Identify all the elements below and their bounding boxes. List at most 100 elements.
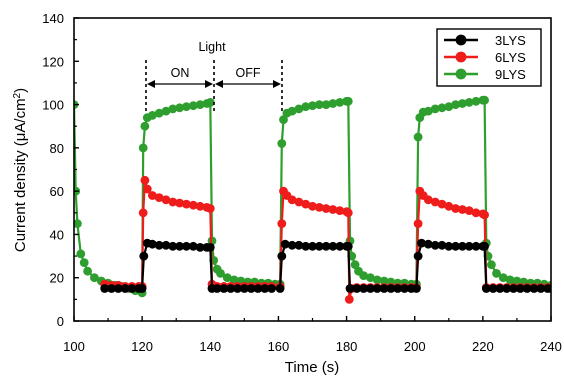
data-point-3lys — [343, 241, 353, 251]
data-point-9lys — [175, 103, 185, 113]
data-point-6lys — [142, 184, 152, 194]
data-point-6lys — [430, 197, 440, 207]
data-point-3lys — [260, 284, 270, 293]
data-point-6lys — [140, 175, 150, 185]
data-point-3lys — [393, 284, 403, 293]
data-point-3lys — [464, 241, 474, 251]
data-point-9lys — [148, 111, 157, 120]
data-point-9lys — [205, 98, 215, 107]
data-point-3lys — [352, 284, 362, 293]
data-point-3lys — [226, 284, 236, 293]
data-point-9lys — [277, 139, 287, 148]
x-tick-label: 120 — [131, 339, 153, 354]
y-tick-label: 100 — [42, 98, 64, 113]
data-point-9lys — [161, 106, 171, 116]
data-point-6lys — [161, 195, 171, 205]
data-point-9lys — [321, 100, 331, 109]
y-tick-label: 40 — [50, 227, 64, 242]
data-point-9lys — [359, 271, 368, 280]
off-arrow-head-left — [215, 80, 223, 88]
y-tick-label: 60 — [50, 184, 64, 199]
data-point-3lys — [522, 284, 532, 293]
data-point-9lys — [140, 121, 150, 131]
data-point-3lys — [328, 241, 338, 251]
data-point-3lys — [451, 241, 460, 251]
data-point-6lys — [138, 208, 148, 218]
data-point-3lys — [359, 284, 368, 293]
data-point-9lys — [74, 219, 82, 228]
data-point-9lys — [79, 258, 89, 267]
legend-entry-6lys: 6LYS — [444, 50, 526, 65]
data-point-9lys — [229, 275, 239, 285]
data-point-3lys — [400, 284, 409, 293]
x-axis-title: Time (s) — [285, 359, 339, 376]
data-point-6lys — [195, 201, 205, 211]
data-point-6lys — [168, 197, 178, 207]
data-point-3lys — [480, 241, 489, 251]
data-point-9lys — [168, 104, 178, 114]
data-point-3lys — [100, 284, 110, 293]
data-point-6lys — [182, 199, 191, 209]
data-point-9lys — [195, 100, 205, 109]
data-point-3lys — [413, 251, 423, 261]
data-point-9lys — [138, 143, 148, 153]
x-tick-label: 200 — [404, 339, 426, 354]
data-point-9lys — [335, 98, 345, 107]
data-point-3lys — [154, 240, 164, 250]
x-tick-label: 180 — [336, 339, 358, 354]
data-point-3lys — [417, 238, 426, 248]
y-tick-label: 20 — [50, 271, 64, 286]
data-point-3lys — [240, 284, 249, 293]
data-point-3lys — [287, 240, 297, 250]
data-point-3lys — [335, 241, 345, 251]
data-point-9lys — [464, 98, 474, 107]
data-point-6lys — [437, 199, 447, 209]
data-point-6lys — [148, 191, 157, 200]
data-point-3lys — [120, 284, 130, 293]
data-point-9lys — [487, 260, 496, 270]
data-point-9lys — [451, 100, 460, 109]
data-point-9lys — [343, 96, 353, 106]
data-point-6lys — [294, 197, 304, 207]
data-point-9lys — [154, 108, 164, 118]
data-point-3lys — [212, 284, 222, 293]
legend-label-3lys: 3LYS — [495, 33, 526, 48]
data-point-3lys — [372, 284, 382, 293]
data-point-3lys — [444, 241, 454, 251]
y-tick-label: 140 — [42, 11, 64, 26]
data-point-3lys — [107, 284, 116, 293]
data-point-3lys — [182, 241, 191, 251]
data-point-3lys — [379, 284, 389, 293]
data-point-3lys — [113, 284, 123, 293]
data-point-3lys — [175, 241, 185, 251]
data-point-6lys — [344, 295, 354, 304]
data-point-3lys — [481, 284, 491, 293]
data-point-3lys — [277, 251, 287, 261]
x-tick-label: 220 — [472, 339, 494, 354]
data-point-3lys — [458, 241, 467, 251]
data-point-6lys — [444, 201, 454, 211]
data-point-6lys — [343, 208, 353, 218]
data-point-3lys — [195, 243, 205, 252]
data-point-3lys — [515, 284, 525, 293]
data-point-3lys — [139, 251, 149, 261]
data-point-3lys — [308, 241, 317, 251]
legend-marker-6lys — [455, 51, 467, 63]
data-point-9lys — [437, 103, 447, 113]
data-point-3lys — [253, 284, 263, 293]
data-point-9lys — [287, 106, 297, 116]
data-point-3lys — [233, 284, 242, 293]
data-point-3lys — [246, 284, 256, 293]
data-point-3lys — [471, 241, 481, 251]
data-point-9lys — [294, 104, 304, 114]
data-point-6lys — [308, 201, 317, 211]
light-on-off-annotation: Light ON OFF — [145, 40, 283, 112]
data-point-9lys — [372, 275, 382, 285]
data-point-9lys — [308, 101, 317, 111]
data-point-3lys — [536, 284, 546, 293]
data-point-9lys — [379, 276, 389, 286]
data-point-3lys — [301, 241, 311, 251]
data-point-3lys — [280, 239, 290, 249]
data-point-9lys — [480, 95, 489, 105]
